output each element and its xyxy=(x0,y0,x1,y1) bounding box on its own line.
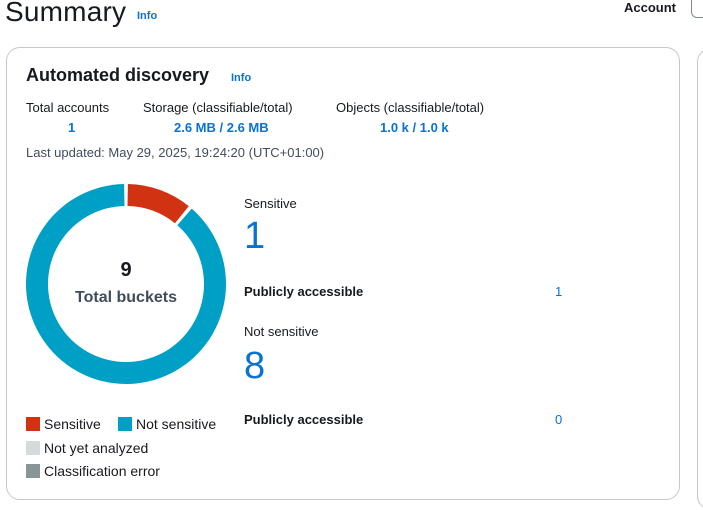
sensitive-public-label: Publicly accessible xyxy=(244,284,364,299)
stat-value-objects[interactable]: 1.0 k / 1.0 k xyxy=(380,120,449,135)
legend-label: Classification error xyxy=(44,463,160,479)
not-sensitive-public-label: Publicly accessible xyxy=(244,412,364,427)
account-selector[interactable] xyxy=(691,0,703,18)
sensitive-count[interactable]: 1 xyxy=(244,215,266,257)
page-title: Summary xyxy=(5,0,127,27)
account-label: Account xyxy=(624,0,676,15)
stat-value-storage[interactable]: 2.6 MB / 2.6 MB xyxy=(174,120,269,135)
legend-swatch-sensitive xyxy=(26,417,40,431)
stat-label-storage: Storage (classifiable/total) xyxy=(143,100,293,115)
stat-label-objects: Objects (classifiable/total) xyxy=(336,100,485,115)
sensitive-public-value[interactable]: 1 xyxy=(555,284,563,299)
adjacent-panel xyxy=(697,48,703,510)
sensitive-label: Sensitive xyxy=(244,196,297,211)
donut-slice-not-sensitive[interactable] xyxy=(26,184,226,384)
legend-item-classification-error[interactable]: Classification error xyxy=(26,463,160,479)
donut-total-value: 9 xyxy=(120,259,132,281)
not-sensitive-label: Not sensitive xyxy=(244,324,319,339)
legend-item-not-yet-analyzed[interactable]: Not yet analyzed xyxy=(26,440,148,456)
buckets-donut-chart xyxy=(26,184,226,384)
legend-item-sensitive[interactable]: Sensitive xyxy=(26,416,101,432)
card-title: Automated discovery xyxy=(26,65,210,85)
last-updated: Last updated: May 29, 2025, 19:24:20 (UT… xyxy=(26,145,325,160)
card-info-link[interactable]: Info xyxy=(231,72,252,84)
legend-swatch-not-yet-analyzed xyxy=(26,441,40,455)
stat-value-total-accounts[interactable]: 1 xyxy=(68,120,76,135)
automated-discovery-card: Automated discovery Info Total accounts … xyxy=(6,47,680,500)
donut-total-label: Total buckets xyxy=(75,289,177,306)
donut-slice-sensitive[interactable] xyxy=(127,184,189,224)
legend-label: Not sensitive xyxy=(136,416,217,432)
not-sensitive-public-value[interactable]: 0 xyxy=(555,412,563,427)
legend-label: Not yet analyzed xyxy=(44,440,149,456)
not-sensitive-count[interactable]: 8 xyxy=(244,345,266,387)
legend-label: Sensitive xyxy=(44,416,101,432)
stat-label-total-accounts: Total accounts xyxy=(26,100,110,115)
legend-item-not-sensitive[interactable]: Not sensitive xyxy=(118,416,216,432)
summary-info-link[interactable]: Info xyxy=(137,10,158,22)
legend-swatch-classification-error xyxy=(26,464,40,478)
legend-swatch-not-sensitive xyxy=(118,417,132,431)
